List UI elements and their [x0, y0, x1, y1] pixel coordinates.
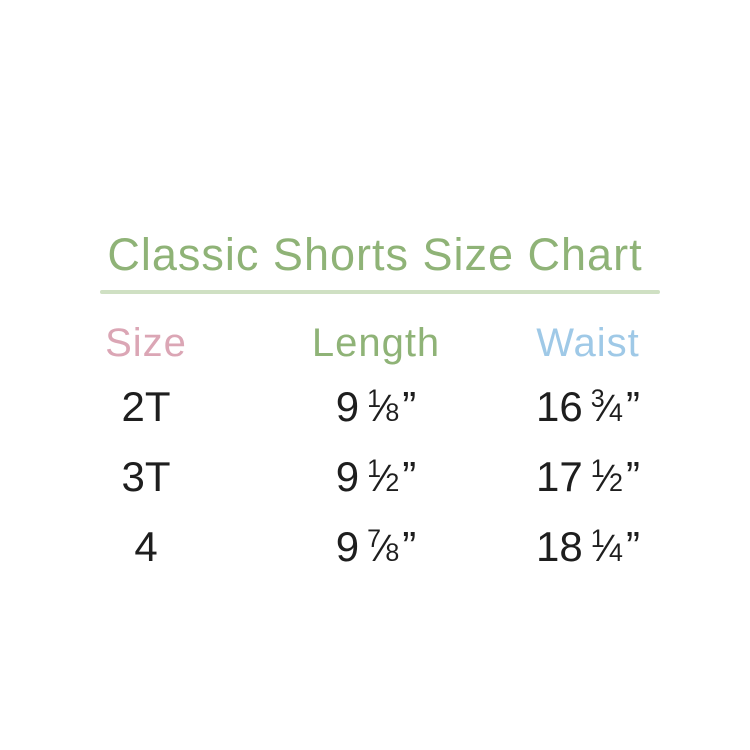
title-underline [100, 290, 660, 294]
table-row: 3T 9 1⁄2” 17 1⁄2” [0, 453, 750, 505]
length-whole: 9 [335, 453, 360, 500]
fraction-slash: ⁄ [380, 388, 387, 430]
table-row: 2T 9 1⁄8” 16 3⁄4” [0, 383, 750, 435]
length-whole: 9 [335, 383, 360, 430]
length-value: 9 7⁄8” [336, 523, 417, 572]
waist-fraction-numerator: 3 [590, 385, 605, 413]
waist-value: 16 3⁄4” [536, 383, 640, 432]
waist-whole: 17 [536, 453, 583, 500]
length-fraction-denominator: 8 [385, 539, 400, 567]
waist-fraction-denominator: 2 [609, 469, 623, 497]
inches-mark: ” [402, 523, 417, 570]
length-fraction-numerator: 7 [367, 525, 381, 553]
fraction-slash: ⁄ [603, 528, 611, 570]
length-whole: 9 [335, 523, 360, 570]
waist-fraction-numerator: 1 [590, 525, 605, 553]
length-fraction-numerator: 1 [367, 385, 381, 413]
table-header-row: Size Length Waist [0, 320, 750, 372]
inches-mark: ” [402, 383, 417, 430]
chart-title: Classic Shorts Size Chart [107, 229, 643, 280]
fraction-slash: ⁄ [603, 458, 611, 500]
waist-whole: 18 [536, 523, 583, 570]
inches-mark: ” [625, 453, 640, 500]
length-fraction-denominator: 2 [385, 469, 400, 497]
waist-whole: 16 [536, 383, 583, 430]
column-header-waist: Waist [536, 321, 640, 365]
waist-value: 18 1⁄4” [536, 523, 640, 572]
size-value: 3T [121, 453, 171, 500]
waist-fraction-numerator: 1 [590, 455, 605, 483]
length-value: 9 1⁄2” [336, 453, 417, 502]
inches-mark: ” [625, 523, 640, 570]
waist-value: 17 1⁄2” [536, 453, 640, 502]
length-fraction-denominator: 8 [385, 399, 400, 427]
fraction-slash: ⁄ [380, 528, 387, 570]
waist-fraction-denominator: 4 [609, 399, 623, 427]
inches-mark: ” [625, 383, 640, 430]
fraction-slash: ⁄ [380, 458, 387, 500]
fraction-slash: ⁄ [603, 388, 611, 430]
inches-mark: ” [402, 453, 417, 500]
length-fraction-numerator: 1 [367, 455, 381, 483]
table-row: 4 9 7⁄8” 18 1⁄4” [0, 523, 750, 575]
size-value: 4 [134, 523, 158, 570]
column-header-size: Size [105, 321, 187, 365]
length-value: 9 1⁄8” [336, 383, 417, 432]
column-header-length: Length [311, 321, 441, 365]
waist-fraction-denominator: 4 [609, 539, 623, 567]
size-value: 2T [121, 383, 171, 430]
